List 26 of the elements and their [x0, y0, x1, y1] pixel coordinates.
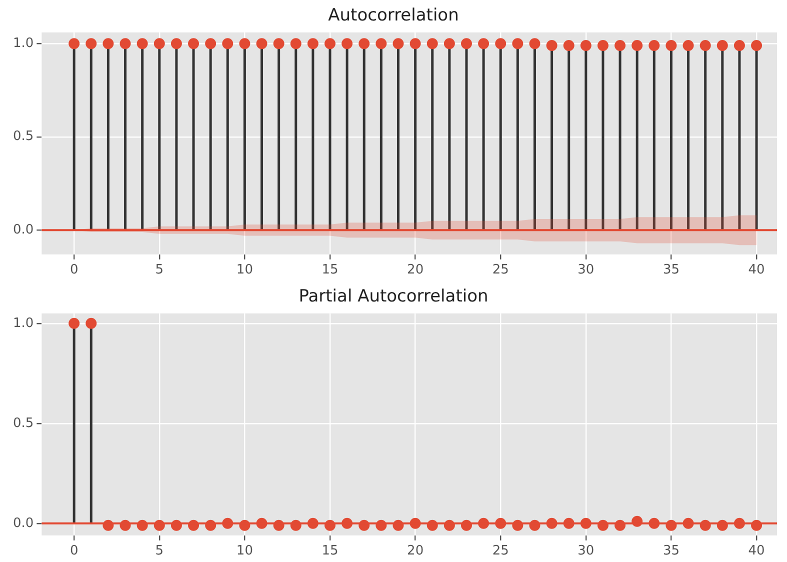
x-tick-label: 15 [322, 262, 338, 278]
x-tick-label: 35 [662, 544, 680, 559]
x-tick-label: 20 [407, 544, 424, 559]
x-tick-label: 15 [322, 544, 338, 559]
y-tick-label: 0.5 [12, 129, 34, 144]
y-tick-label: 0.0 [12, 516, 34, 531]
x-tick-label: 0 [70, 262, 78, 278]
x-tick-label: 25 [492, 544, 509, 559]
x-tick-label: 30 [578, 262, 594, 278]
y-tick-label: 1.0 [12, 316, 34, 331]
x-tick-label: 10 [236, 544, 253, 559]
y-tick-label: 0.5 [12, 416, 34, 431]
y-tick-label: 1.0 [12, 36, 34, 51]
x-tick-label: 40 [748, 262, 765, 278]
x-tick-label: 20 [407, 262, 424, 278]
chart-title: Autocorrelation [328, 6, 459, 26]
x-tick-label: 30 [578, 544, 594, 559]
x-tick-label: 5 [155, 544, 164, 559]
y-tick-label: 0.0 [12, 222, 34, 238]
x-tick-label: 35 [662, 262, 680, 278]
x-tick-label: 10 [236, 262, 253, 278]
chart-title: Partial Autocorrelation [298, 286, 488, 307]
x-tick-label: 25 [492, 262, 509, 278]
x-tick-label: 5 [155, 262, 164, 278]
x-tick-label: 40 [748, 544, 765, 559]
x-tick-label: 0 [70, 544, 78, 559]
